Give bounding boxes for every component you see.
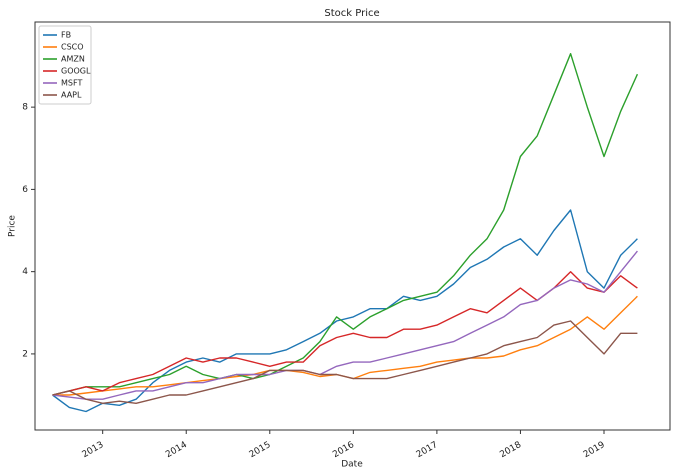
plot-frame [34, 21, 671, 431]
series-line [52, 320, 638, 404]
x-tick-label: 2013 [81, 440, 106, 460]
series-line [52, 53, 639, 396]
chart-title: Stock Price [324, 8, 379, 19]
legend-label: GOOGL [61, 67, 91, 76]
y-axis-label: Price [8, 215, 18, 237]
y-tick-label: 2 [22, 349, 28, 359]
x-tick-label: 2017 [415, 440, 440, 460]
legend-label: FB [61, 31, 71, 40]
legend-label: MSFT [61, 79, 82, 88]
y-tick-label: 6 [22, 185, 28, 195]
x-axis-label: Date [341, 460, 363, 470]
series-line [52, 250, 638, 400]
x-tick-label: 2014 [164, 440, 189, 460]
x-tick-label: 2019 [582, 440, 607, 460]
x-tick-label: 2016 [331, 440, 356, 460]
lines [52, 53, 639, 413]
x-tick-label: 2018 [498, 440, 523, 460]
y-tick-label: 4 [22, 267, 28, 277]
y-tick-label: 8 [22, 103, 28, 113]
series-line [52, 295, 638, 396]
legend-label: CSCO [61, 43, 84, 52]
x-tick-label: 2015 [248, 440, 273, 460]
series-line [52, 209, 638, 413]
legend-box [38, 25, 92, 105]
legend-label: AMZN [61, 55, 85, 64]
legend-label: AAPL [61, 91, 82, 100]
